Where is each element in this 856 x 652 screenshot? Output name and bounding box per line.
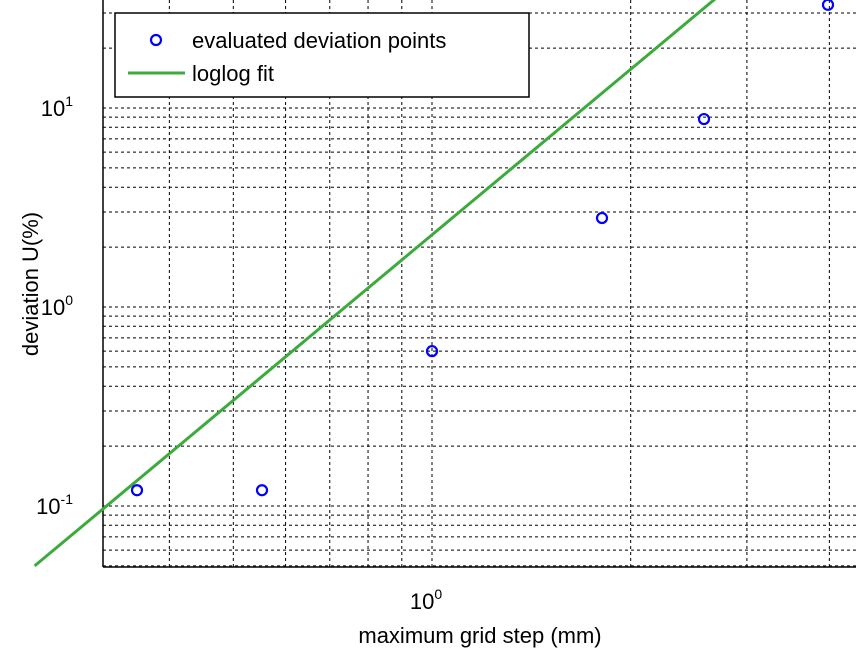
fit-line [33,0,717,568]
y-tick-label: 10-1 [36,491,73,519]
data-point [255,484,269,497]
data-point [697,112,711,126]
x-tick-label: 100 [410,586,442,614]
data-point [595,211,609,225]
axes [102,0,856,568]
scatter-points-layer [130,0,835,497]
tick-labels: 10-1 100 101 100 [36,93,442,614]
grid [103,0,856,567]
legend: evaluated deviation points loglog fit [114,12,530,98]
fit-line-layer [33,0,717,568]
legend-label-fit: loglog fit [192,61,274,86]
legend-box [114,12,530,98]
y-tick-label: 100 [41,292,73,320]
legend-label-points: evaluated deviation points [192,28,446,53]
y-axis-label: deviation U(%) [18,212,43,356]
data-point [130,484,144,497]
x-axis-label: maximum grid step (mm) [358,623,601,648]
data-point [425,345,439,358]
y-tick-label: 101 [41,93,73,121]
data-point [821,0,835,11]
legend-marker-points [149,33,163,47]
